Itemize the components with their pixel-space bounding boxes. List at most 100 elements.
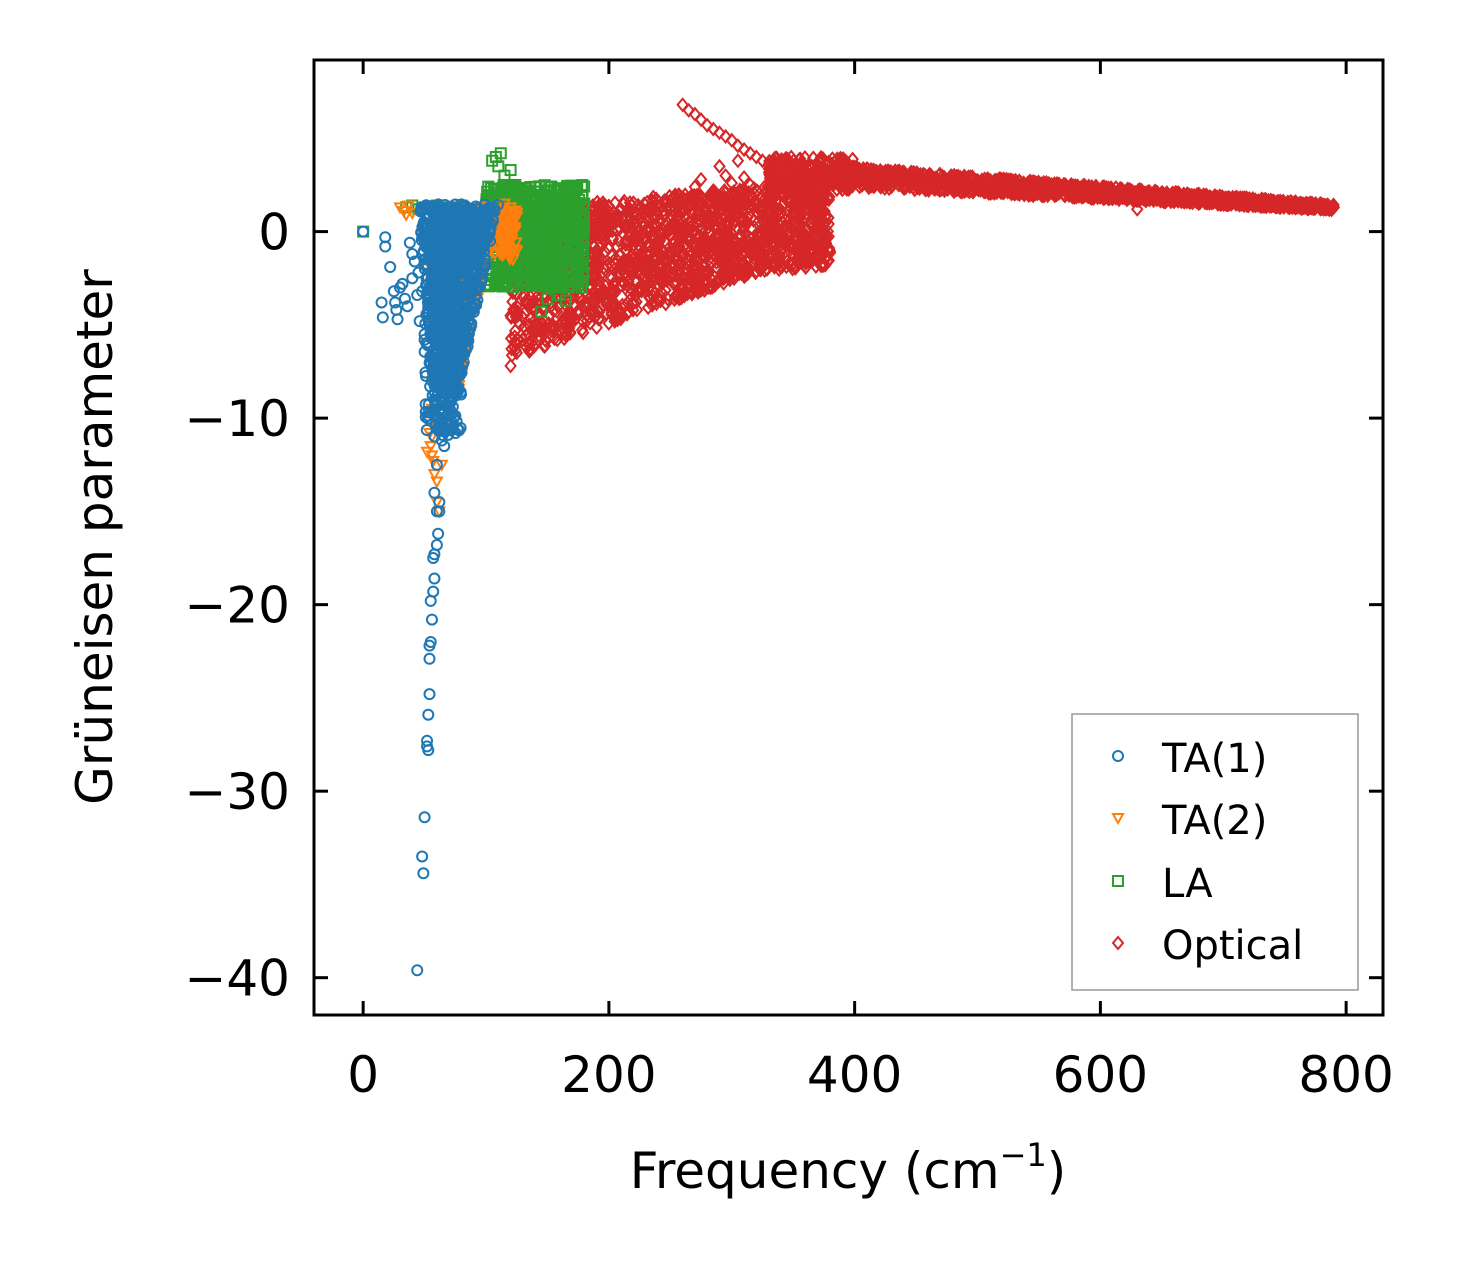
data-point-optical [971, 177, 984, 193]
data-point-optical [646, 264, 660, 280]
data-point-optical [713, 125, 726, 141]
data-point-optical [725, 175, 739, 191]
data-point-optical [759, 205, 772, 221]
data-point-optical [587, 295, 601, 311]
data-point-optical [668, 276, 682, 292]
data-point-la [572, 244, 585, 257]
data-point-optical [608, 195, 622, 211]
data-point-optical [702, 264, 715, 280]
data-point-optical [714, 215, 728, 231]
data-point-optical [533, 322, 546, 338]
data-point-la [523, 253, 536, 266]
data-point-optical [682, 102, 696, 118]
data-point-optical [1118, 190, 1132, 206]
data-point-optical [773, 180, 787, 196]
series-optical [504, 97, 1341, 374]
data-point-optical [594, 279, 607, 295]
data-point-optical [516, 309, 529, 325]
data-point-optical [801, 191, 814, 207]
data-point-optical [680, 224, 693, 240]
data-point-optical [1017, 184, 1030, 200]
data-point-optical [703, 278, 716, 294]
data-point-optical [732, 263, 745, 279]
data-point-optical [741, 196, 754, 212]
data-point-optical [768, 160, 782, 176]
data-point-optical [689, 268, 703, 284]
data-point-optical [537, 299, 550, 315]
data-point-optical [1241, 197, 1255, 214]
data-point-ta2 [494, 221, 509, 234]
data-point-optical [687, 275, 701, 292]
data-point-optical [765, 256, 778, 272]
data-point-optical [834, 174, 847, 191]
data-point-optical [612, 233, 626, 249]
data-point-optical [712, 189, 726, 206]
data-point-optical [628, 227, 642, 244]
data-point-optical [822, 252, 836, 269]
data-point-optical [656, 285, 669, 302]
data-point-optical [707, 121, 720, 137]
data-point-optical [783, 238, 796, 255]
data-point-optical [809, 258, 823, 274]
data-point-optical [1192, 196, 1205, 212]
data-point-la [535, 255, 548, 268]
data-point-optical [726, 254, 740, 270]
data-point-optical [762, 156, 775, 173]
data-point-optical [689, 227, 702, 243]
data-point-optical [631, 282, 645, 299]
data-point-optical [1008, 186, 1021, 202]
data-point-optical [694, 204, 708, 220]
data-point-optical [912, 176, 925, 192]
data-point-optical [659, 251, 672, 267]
data-point-la [551, 254, 564, 267]
data-point-optical [694, 171, 708, 187]
data-point-optical [764, 177, 778, 193]
data-point-optical [719, 128, 732, 145]
data-point-optical [1176, 192, 1190, 208]
data-point-optical [905, 165, 919, 181]
data-point-optical [630, 219, 644, 235]
data-point-optical [637, 225, 650, 241]
data-point-optical [743, 145, 757, 161]
data-point-optical [763, 202, 777, 219]
data-point-optical [857, 172, 871, 188]
data-point-optical [626, 263, 640, 279]
data-point-optical [623, 195, 637, 211]
data-point-optical [739, 215, 752, 231]
data-point-optical [1327, 199, 1341, 215]
data-point-optical [1079, 179, 1092, 196]
data-point-optical [884, 174, 898, 190]
data-point-optical [649, 235, 662, 252]
data-point-optical [679, 283, 693, 299]
data-point-optical [605, 248, 619, 264]
data-point-optical [597, 292, 611, 308]
data-point-optical [955, 172, 968, 188]
data-point-ta2 [503, 250, 517, 263]
plot-area-frame [312, 58, 1385, 1017]
data-point-optical [1118, 184, 1132, 200]
data-point-optical [940, 180, 953, 196]
data-point-optical [632, 242, 646, 258]
data-point-optical [752, 252, 765, 268]
data-point-la [572, 274, 585, 287]
data-point-optical [647, 289, 660, 305]
data-point-optical [848, 171, 861, 187]
data-point-optical [671, 191, 684, 207]
data-point-optical [818, 257, 832, 273]
data-point-optical [643, 278, 657, 295]
data-point-optical [705, 203, 719, 219]
data-point-optical [504, 307, 517, 324]
data-point-optical [688, 106, 702, 122]
data-point-optical [1002, 182, 1015, 198]
data-point-optical [560, 309, 574, 325]
data-point-la [502, 178, 515, 191]
data-point-optical [842, 166, 856, 182]
data-point-optical [510, 298, 524, 314]
data-point-la [543, 240, 556, 253]
data-point-optical [822, 240, 836, 256]
data-point-optical [617, 253, 630, 269]
data-point-optical [767, 257, 780, 273]
data-point-optical [785, 167, 799, 183]
data-point-optical [818, 182, 832, 198]
data-point-optical [657, 202, 670, 219]
